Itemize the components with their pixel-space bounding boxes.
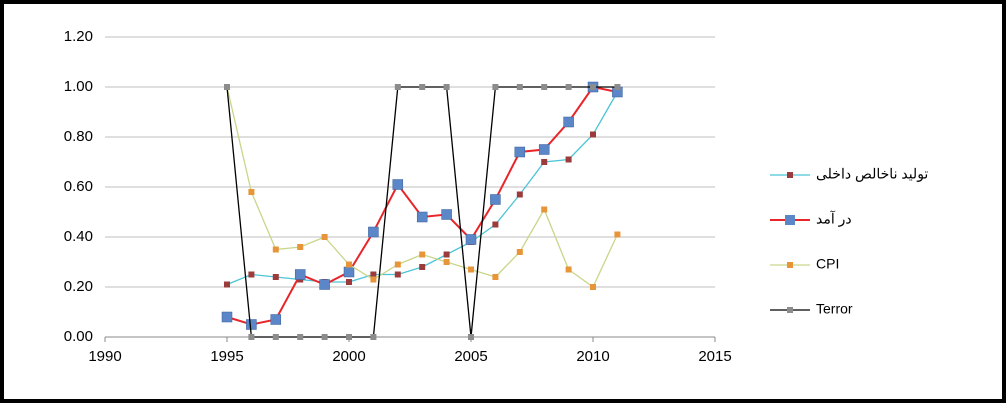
marker xyxy=(294,269,306,280)
legend-marker xyxy=(787,262,793,268)
marker xyxy=(492,221,499,228)
marker xyxy=(370,271,377,278)
marker xyxy=(346,261,352,268)
marker xyxy=(394,271,401,278)
legend-label: تولید ناخالص داخلی xyxy=(816,166,928,183)
marker xyxy=(443,259,450,265)
marker xyxy=(272,246,279,253)
x-tick-label: 2005 xyxy=(454,348,487,365)
marker xyxy=(248,189,255,195)
marker xyxy=(248,271,255,278)
y-tick-label: 0.20 xyxy=(64,278,93,295)
legend-label: Terror xyxy=(816,301,853,317)
marker xyxy=(343,266,355,278)
marker xyxy=(346,279,352,285)
marker xyxy=(419,84,426,90)
marker xyxy=(516,249,523,255)
marker xyxy=(394,84,401,90)
marker xyxy=(224,84,230,90)
y-tick-label: 1.20 xyxy=(64,28,93,45)
marker xyxy=(614,84,621,90)
marker xyxy=(441,209,452,220)
marker xyxy=(319,279,330,290)
marker xyxy=(368,226,379,238)
marker xyxy=(516,191,523,198)
x-tick-label: 1995 xyxy=(210,348,243,365)
marker xyxy=(246,319,257,330)
marker xyxy=(563,116,574,128)
marker xyxy=(443,251,450,258)
marker xyxy=(221,311,233,323)
legend-marker xyxy=(785,215,795,225)
marker xyxy=(492,274,499,280)
marker xyxy=(297,334,304,340)
marker xyxy=(541,159,548,165)
marker xyxy=(516,84,523,90)
marker xyxy=(492,84,499,90)
marker xyxy=(590,84,596,90)
marker xyxy=(419,251,426,258)
x-tick-label: 2000 xyxy=(332,348,365,365)
marker xyxy=(465,234,477,245)
marker xyxy=(370,334,377,340)
legend-label: در آمد xyxy=(816,210,852,228)
y-tick-label: 0.40 xyxy=(64,228,93,245)
marker xyxy=(370,276,377,283)
marker xyxy=(346,334,352,340)
marker xyxy=(443,84,450,90)
marker xyxy=(590,131,596,138)
legend-marker xyxy=(787,307,793,313)
marker xyxy=(297,244,304,250)
marker xyxy=(224,281,230,288)
x-tick-label: 2010 xyxy=(576,348,609,365)
marker xyxy=(272,274,279,280)
marker xyxy=(468,266,474,273)
marker xyxy=(565,84,572,90)
marker xyxy=(392,179,404,190)
x-tick-label: 1990 xyxy=(88,348,121,365)
marker xyxy=(614,231,621,238)
marker xyxy=(321,334,328,340)
marker xyxy=(468,334,474,340)
marker xyxy=(590,284,596,290)
x-tick-label: 2015 xyxy=(698,348,731,365)
legend-label: CPI xyxy=(816,256,839,272)
marker xyxy=(541,206,548,213)
marker xyxy=(490,194,501,205)
marker xyxy=(270,314,282,325)
y-tick-label: 0.60 xyxy=(64,178,93,195)
marker xyxy=(514,146,526,158)
marker xyxy=(541,84,548,90)
marker xyxy=(565,266,572,273)
legend-marker xyxy=(787,172,793,178)
marker xyxy=(321,234,328,240)
marker xyxy=(394,261,401,268)
y-tick-label: 0.80 xyxy=(64,128,93,145)
marker xyxy=(272,334,279,340)
y-tick-label: 0.00 xyxy=(64,328,93,345)
marker xyxy=(248,334,255,340)
marker xyxy=(565,156,572,163)
marker xyxy=(416,211,428,223)
marker xyxy=(538,144,550,155)
marker xyxy=(419,264,426,270)
y-tick-label: 1.00 xyxy=(64,78,93,95)
